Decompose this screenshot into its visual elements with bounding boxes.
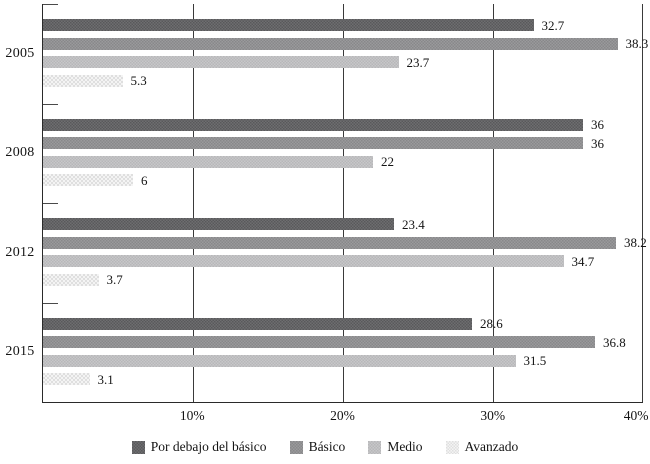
value-label: 28.6 <box>480 316 503 331</box>
bar-row: 32.7 <box>43 17 643 33</box>
bar-basico-2015 <box>43 336 595 348</box>
plot-area: 2005 32.7 38.3 23.7 5.3 2008 36 36 22 6 2012 23.4 38… <box>5 4 648 403</box>
year-group-2005: 2005 32.7 38.3 23.7 5.3 <box>5 4 648 104</box>
value-label: 36.8 <box>603 334 626 350</box>
value-label: 6 <box>141 172 148 188</box>
bar-row: 38.3 <box>43 37 648 50</box>
bar-basico-2012 <box>43 236 616 249</box>
bar-row: 36 <box>43 117 643 132</box>
bar-por-debajo-del-basico-2008 <box>43 118 583 131</box>
bar-row: 3.1 <box>43 371 643 387</box>
category-axis-tick <box>43 302 58 304</box>
value-label: 3.1 <box>97 371 114 387</box>
gridline-40% <box>642 4 643 402</box>
legend-item-por-debajo-del-basico: Por debajo del básico <box>131 439 267 455</box>
bar-row: 28.6 <box>43 316 643 331</box>
x-axis: 10% 20% 30% 40% <box>42 408 649 426</box>
x-tick-label-30%: 30% <box>480 408 506 423</box>
value-label: 36 <box>591 117 604 132</box>
category-axis-tick <box>43 103 58 105</box>
legend-item-avanzado: Avanzado <box>445 439 519 455</box>
bar-avanzado-2015 <box>43 373 90 385</box>
legend-swatch-icon <box>131 440 145 454</box>
bar-medio-2015 <box>43 354 516 367</box>
bar-row: 36 <box>43 135 643 151</box>
bar-por-debajo-del-basico-2012 <box>43 218 394 230</box>
bar-basico-2005 <box>43 37 618 50</box>
gridline-20% <box>343 4 344 402</box>
bar-row: 38.2 <box>43 236 647 249</box>
bar-row: 5.3 <box>43 73 643 88</box>
bar-row: 31.5 <box>43 353 643 368</box>
bar-row: 22 <box>43 154 643 169</box>
category-axis-tick <box>43 203 58 204</box>
legend: Por debajo del básico Básico Medio Avanzado <box>0 439 650 455</box>
year-group-2008: 2008 36 36 22 6 <box>5 103 643 204</box>
value-label: 22 <box>381 154 394 169</box>
value-label: 36 <box>591 135 604 151</box>
year-group-2015: 2015 28.6 36.8 31.5 3.1 <box>5 302 643 403</box>
bar-row: 23.4 <box>43 216 643 232</box>
value-label: 31.5 <box>523 353 547 368</box>
legend-label: Básico <box>308 439 346 454</box>
gridline-10% <box>193 4 194 402</box>
x-tick-label-20%: 20% <box>330 408 355 423</box>
category-label-2008: 2008 <box>5 145 35 161</box>
x-tick-label-10%: 10% <box>179 408 205 423</box>
legend-swatch-icon <box>445 440 459 454</box>
legend-item-medio: Medio <box>368 439 423 455</box>
bar-row: 36.8 <box>43 334 643 350</box>
category-label-2015: 2015 <box>5 344 35 360</box>
value-label: 34.7 <box>571 253 595 269</box>
value-label: 23.7 <box>406 54 430 70</box>
bar-basico-2008 <box>43 137 583 149</box>
legend-label: Medio <box>387 439 423 454</box>
legend-swatch-icon <box>289 440 303 454</box>
value-label: 38.2 <box>624 235 647 250</box>
legend-swatch-icon <box>368 440 382 454</box>
category-label-2012: 2012 <box>5 244 35 260</box>
bar-medio-2012 <box>43 255 564 267</box>
category-label-2005: 2005 <box>5 45 35 61</box>
bar-row: 6 <box>43 172 643 188</box>
bar-row: 34.7 <box>43 253 643 269</box>
year-group-2012: 2012 23.4 38.2 34.7 3.7 <box>5 203 647 303</box>
bar-medio-2005 <box>43 56 399 68</box>
legend-item-basico: Básico <box>289 439 346 455</box>
value-label: 38.3 <box>625 36 649 51</box>
category-axis-tick <box>43 4 58 5</box>
value-label: 3.7 <box>106 272 123 287</box>
bar-avanzado-2008 <box>43 174 133 186</box>
value-label: 23.4 <box>402 216 425 232</box>
legend-label: Por debajo del básico <box>150 439 267 454</box>
bar-avanzado-2005 <box>43 74 123 87</box>
bar-medio-2008 <box>43 155 373 168</box>
bar-row: 23.7 <box>43 54 643 70</box>
bar-por-debajo-del-basico-2015 <box>43 317 472 330</box>
legend-label: Avanzado <box>464 439 519 454</box>
bar-row: 3.7 <box>43 272 643 287</box>
bar-avanzado-2012 <box>43 273 99 286</box>
x-tick-label-40%: 40% <box>623 408 649 423</box>
value-label: 32.7 <box>541 17 565 33</box>
gridline-30% <box>493 4 494 402</box>
value-label: 5.3 <box>130 73 147 88</box>
bar-por-debajo-del-basico-2005 <box>43 19 534 31</box>
